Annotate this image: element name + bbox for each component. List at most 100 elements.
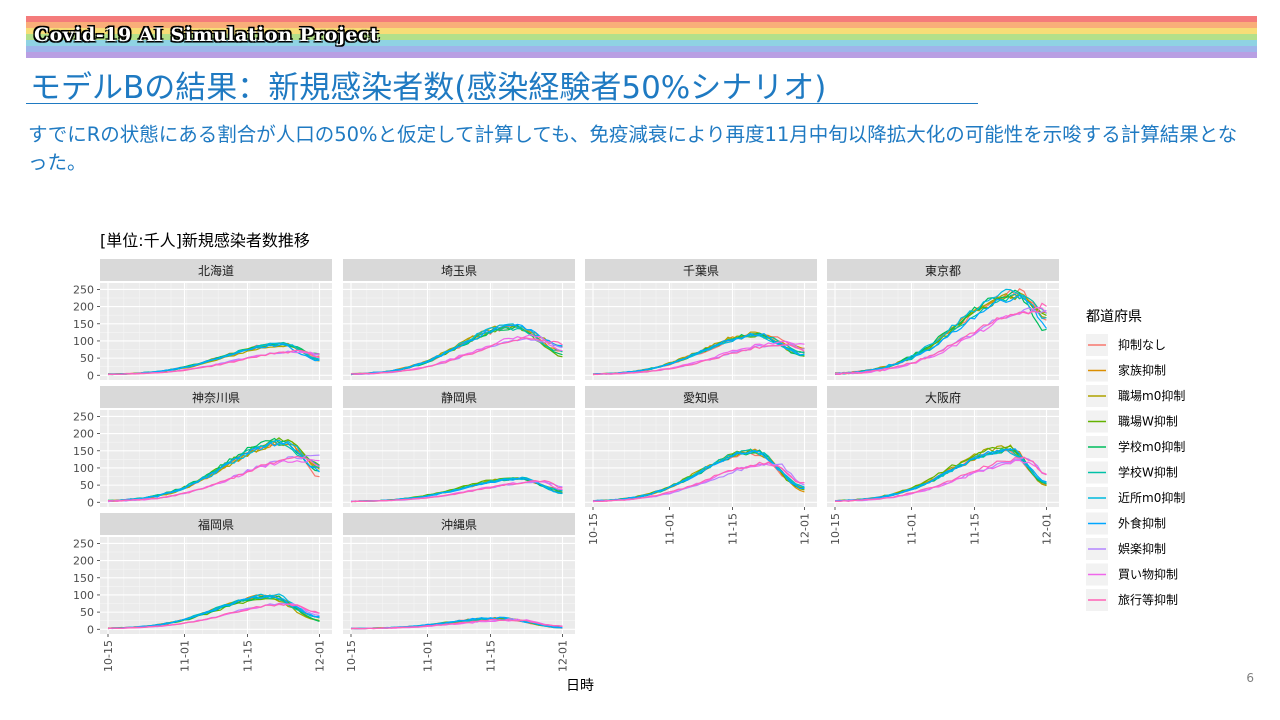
facet-label: 大阪府 [925,390,961,405]
series-line [350,337,563,375]
x-tick-label: 10-15 [345,640,358,672]
legend-entry-label: 近所m0抑制 [1118,490,1185,505]
facet-strip [100,513,332,535]
x-axis-label: 日時 [566,678,594,694]
panel-background [827,283,1059,380]
series-line [592,332,805,375]
legend: 都道府県抑制なし家族抑制職場m0抑制職場W抑制学校m0抑制学校W抑制近所m0抑制… [1086,309,1185,611]
legend-entry-label: 外食抑制 [1118,516,1166,531]
y-tick-label: 100 [73,335,94,348]
facet-strip [827,386,1059,408]
x-tick-label: 10-15 [587,513,600,545]
facet-strip [343,513,575,535]
y-tick-label: 200 [73,301,94,314]
y-tick-label: 150 [73,572,94,585]
legend-entry-label: 職場W抑制 [1118,414,1178,429]
facet-panel: 東京都 [827,259,1059,380]
panel-background [585,410,817,507]
facet-panel: 大阪府 10-15 11-01 11-15 12-01 [827,386,1059,545]
x-tick-label: 11-01 [179,640,192,672]
legend-entry-label: 家族抑制 [1118,363,1166,378]
banner-stripe [26,34,1257,41]
legend-entry-label: 旅行等抑制 [1118,592,1178,607]
y-tick-label: 0 [87,369,94,382]
banner-stripe [26,28,1257,35]
y-tick-label: 200 [73,555,94,568]
series-line [834,306,1047,376]
y-tick-label: 250 [73,537,94,550]
legend-title: 都道府県 [1086,309,1142,325]
facet-strip [827,259,1059,281]
panel-background [100,410,332,507]
panel-background [585,283,817,380]
page-number: 6 [1246,671,1254,685]
y-tick-label: 250 [73,283,94,296]
facet-label: 千葉県 [683,264,719,278]
facet-strip [100,386,332,408]
banner-stripe [26,40,1257,47]
x-tick-label: 12-01 [1041,513,1054,545]
series-line [107,455,320,502]
facet-panel: 福岡県 0 50 100 150 200 250 10-15 11-01 11-15 12-01 [73,513,332,672]
x-tick-label: 11-01 [664,513,677,545]
x-tick-label: 10-15 [829,513,842,545]
facet-strip [343,259,575,281]
facet-label: 沖縄県 [441,517,477,532]
summary-text: すでにRの状態にある割合が人口の50%と仮定して計算しても、免疫減衰により再度1… [28,123,1238,174]
series-line [834,302,1047,376]
series-line [592,343,805,376]
x-tick-label: 11-15 [727,513,740,545]
slide-title: モデルBの結果：新規感染者数(感染経験者50%シナリオ) [30,70,827,106]
chart-title: [単位:千人]新規感染者数推移 [100,231,310,250]
x-tick-label: 12-01 [314,640,327,672]
legend-entry-label: 買い物抑制 [1118,567,1178,582]
y-tick-label: 100 [73,462,94,475]
y-tick-label: 250 [73,410,94,423]
facet-panel: 神奈川県 0 50 100 150 200 250 [73,386,332,509]
y-tick-label: 150 [73,318,94,331]
title-divider [26,103,978,104]
facet-strip [100,259,332,281]
series-line [592,461,805,502]
facet-panel: 愛知県 10-15 11-01 11-15 12-01 [585,386,817,545]
panel-background [343,410,575,507]
banner-stripe [26,46,1257,53]
facet-label: 静岡県 [441,391,477,405]
legend-entry-label: 抑制なし [1118,337,1166,352]
rainbow-banner [26,16,1257,58]
y-tick-label: 150 [73,445,94,458]
banner-stripe [26,22,1257,29]
legend-entry-label: 学校m0抑制 [1118,439,1185,454]
facet-panel: 静岡県 [343,386,575,507]
x-tick-label: 11-15 [969,513,982,545]
facet-panel: 千葉県 [585,259,817,380]
x-tick-label: 11-01 [906,513,919,545]
facet-panel: 沖縄県 10-15 11-01 11-15 12-01 [343,513,575,672]
x-tick-label: 11-01 [422,640,435,672]
facet-strip [343,386,575,408]
facet-label: 神奈川県 [192,391,240,405]
legend-entry-label: 学校W抑制 [1118,465,1178,480]
y-tick-label: 0 [87,623,94,636]
y-tick-label: 100 [73,589,94,602]
banner-stripe [26,16,1257,23]
facet-label: 東京都 [925,264,961,278]
legend-entry-label: 職場m0抑制 [1118,388,1185,403]
x-tick-label: 11-15 [485,640,498,672]
project-title: Covid-19 AI Simulation Project [34,24,380,46]
series-line [107,441,320,502]
series-line [350,618,563,630]
series-line [107,349,320,375]
x-tick-label: 12-01 [557,640,570,672]
facet-label: 埼玉県 [441,264,477,278]
series-line [592,450,805,502]
panel-background [343,537,575,634]
series-line [107,595,320,630]
facet-panel: 埼玉県 [343,259,575,380]
y-tick-label: 50 [80,479,94,492]
y-tick-label: 0 [87,496,94,509]
legend-entry-label: 娯楽抑制 [1118,541,1166,556]
facet-strip [585,386,817,408]
series-line [834,456,1047,503]
